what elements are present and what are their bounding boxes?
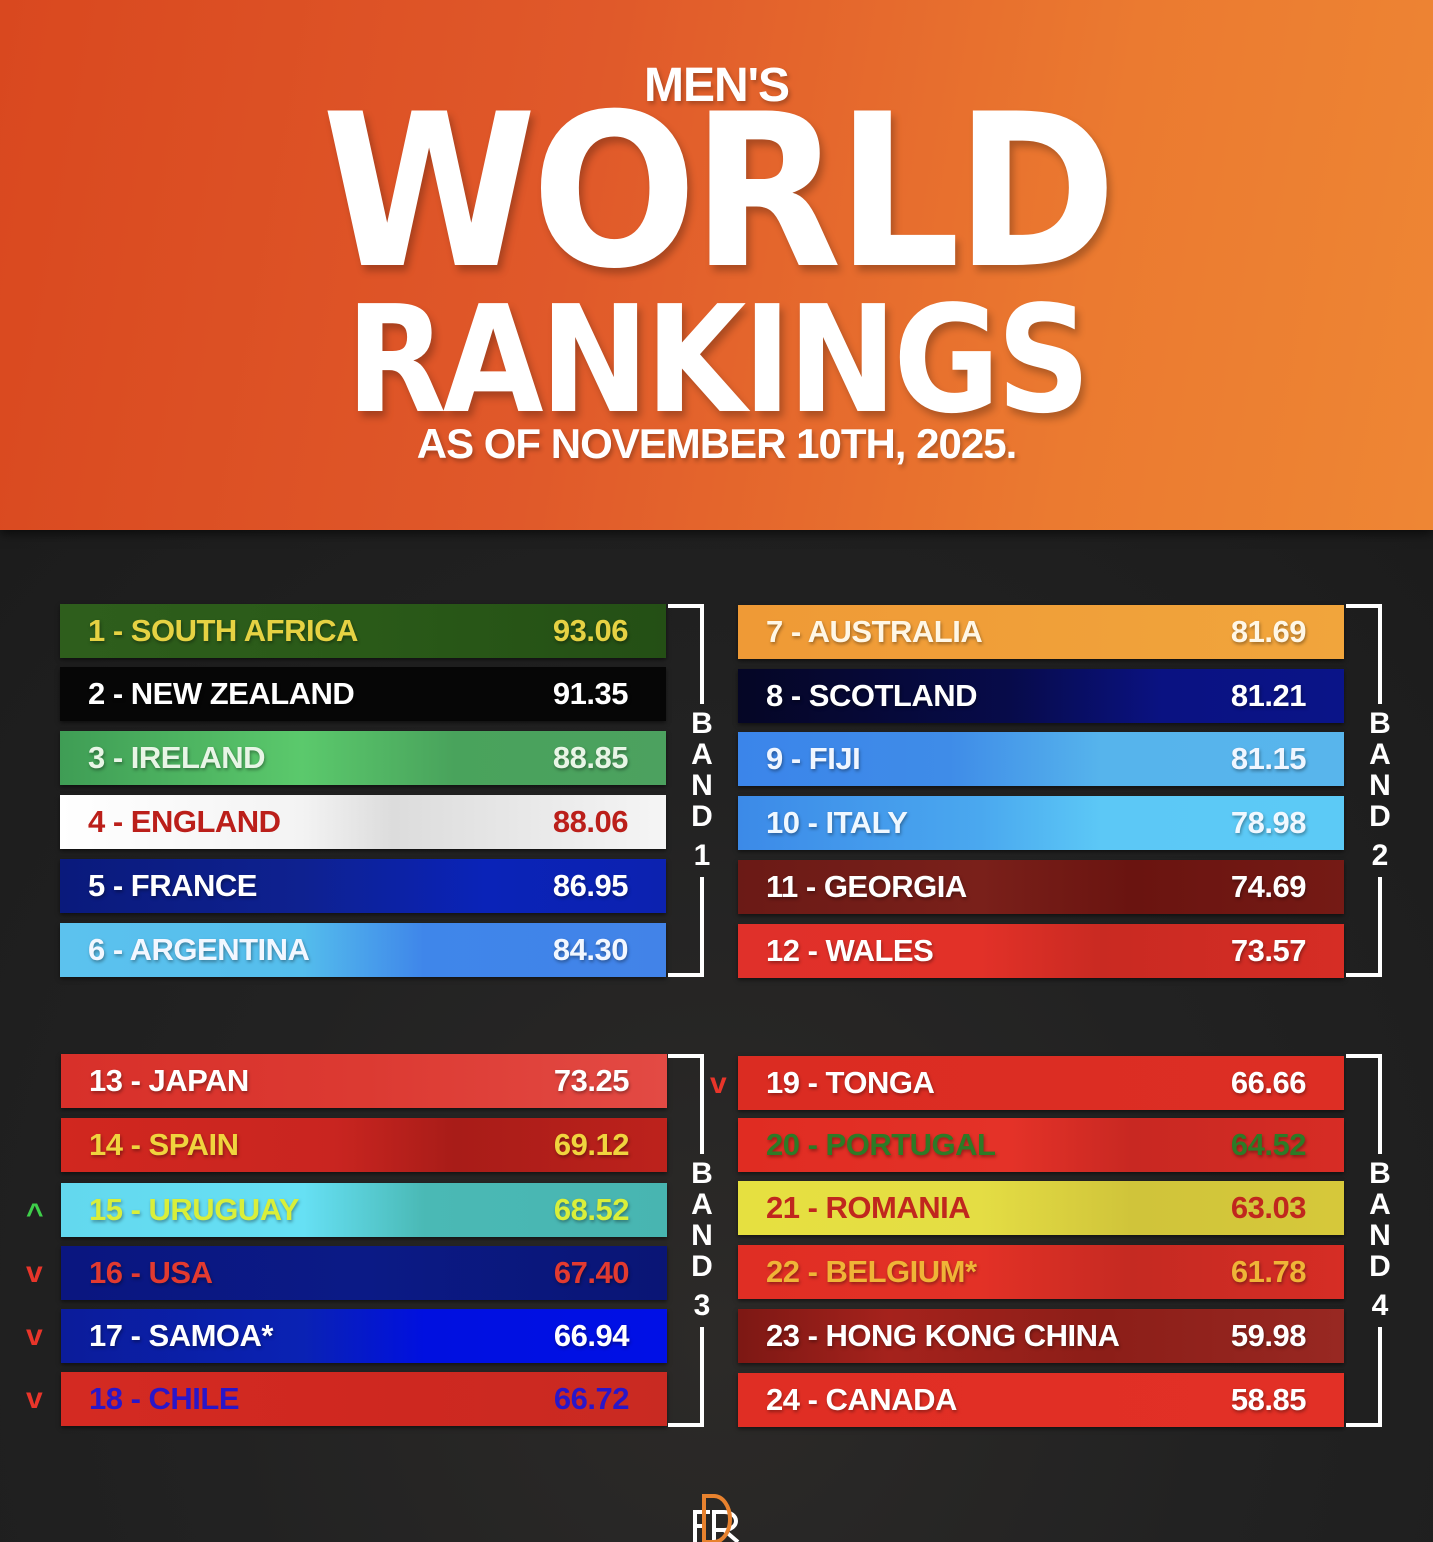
ranking-row: 14 - SPAIN 69.12	[61, 1118, 667, 1172]
ranking-row: 24 - CANADA 58.85	[738, 1373, 1344, 1427]
team-points: 66.72	[553, 1381, 630, 1416]
rank-down-arrow-icon: v	[26, 1319, 43, 1352]
ranking-row: 16 - USA 67.40	[61, 1246, 667, 1300]
ranking-row: 20 - PORTUGAL 64.52	[738, 1118, 1344, 1172]
team-name: 21 - ROMANIA	[766, 1190, 971, 1225]
ranking-row: 15 - URUGUAY 68.52	[61, 1183, 667, 1237]
ranking-row: 5 - FRANCE 86.95	[60, 859, 666, 913]
team-points: 63.03	[1230, 1190, 1307, 1225]
team-name: 12 - WALES	[766, 933, 934, 968]
ranking-row: 6 - ARGENTINA 84.30	[60, 923, 666, 977]
team-name: 6 - ARGENTINA	[88, 932, 310, 967]
ranking-row: 11 - GEORGIA 74.69	[738, 860, 1344, 914]
team-name: 4 - ENGLAND	[88, 804, 281, 839]
kicker-text: MEN'S	[643, 59, 790, 112]
brand-logo-icon	[693, 1494, 740, 1542]
team-points: 88.85	[552, 740, 629, 775]
team-points: 68.52	[553, 1192, 630, 1227]
team-points: 66.94	[553, 1318, 630, 1353]
ranking-row: 10 - ITALY 78.98	[738, 796, 1344, 850]
team-name: 18 - CHILE	[89, 1381, 240, 1416]
ranking-row: 19 - TONGA 66.66	[738, 1056, 1344, 1110]
team-points: 64.52	[1230, 1127, 1307, 1162]
team-points: 78.98	[1230, 805, 1307, 840]
team-points: 59.98	[1230, 1318, 1307, 1353]
team-name: 16 - USA	[89, 1255, 213, 1290]
team-points: 84.30	[552, 932, 629, 967]
team-name: 14 - SPAIN	[89, 1127, 239, 1162]
team-name: 20 - PORTUGAL	[766, 1127, 996, 1162]
team-points: 66.66	[1230, 1065, 1307, 1100]
team-points: 58.85	[1230, 1382, 1307, 1417]
ranking-row: 22 - BELGIUM* 61.78	[738, 1245, 1344, 1299]
team-points: 81.15	[1230, 741, 1307, 776]
team-name: 3 - IRELAND	[88, 740, 266, 775]
team-points: 69.12	[553, 1127, 630, 1162]
rank-down-arrow-icon: v	[710, 1067, 727, 1100]
ranking-row: 13 - JAPAN 73.25	[61, 1054, 667, 1108]
team-name: 11 - GEORGIA	[766, 869, 967, 904]
team-name: 17 - SAMOA*	[89, 1318, 273, 1353]
team-points: 61.78	[1230, 1254, 1307, 1289]
team-points: 67.40	[553, 1255, 630, 1290]
team-name: 8 - SCOTLAND	[766, 678, 978, 713]
team-name: 1 - SOUTH AFRICA	[88, 613, 358, 648]
team-name: 23 - HONG KONG CHINA	[766, 1318, 1120, 1353]
ranking-row: 17 - SAMOA* 66.94	[61, 1309, 667, 1363]
ranking-row: 12 - WALES 73.57	[738, 924, 1344, 978]
rank-down-arrow-icon: v	[26, 1382, 43, 1415]
rank-up-arrow-icon: ^	[26, 1198, 44, 1231]
team-name: 24 - CANADA	[766, 1382, 957, 1417]
team-name: 15 - URUGUAY	[89, 1192, 299, 1227]
team-name: 7 - AUSTRALIA	[766, 614, 983, 649]
ranking-row: 4 - ENGLAND 88.06	[60, 795, 666, 849]
team-points: 81.69	[1230, 614, 1307, 649]
ranking-row: 9 - FIJI 81.15	[738, 732, 1344, 786]
ranking-row: 7 - AUSTRALIA 81.69	[738, 605, 1344, 659]
team-points: 93.06	[552, 613, 629, 648]
ranking-row: 8 - SCOTLAND 81.21	[738, 669, 1344, 723]
team-points: 73.25	[553, 1063, 630, 1098]
ranking-row: 1 - SOUTH AFRICA 93.06	[60, 604, 666, 658]
team-name: 19 - TONGA	[766, 1065, 935, 1100]
ranking-row: 2 - NEW ZEALAND 91.35	[60, 667, 666, 721]
header-banner: MEN'S WORLD RANKINGS AS OF NOVEMBER 10TH…	[0, 0, 1433, 530]
rank-down-arrow-icon: v	[26, 1256, 43, 1289]
ranking-row: 3 - IRELAND 88.85	[60, 731, 666, 785]
team-points: 81.21	[1230, 678, 1307, 713]
date-subtitle: AS OF NOVEMBER 10TH, 2025.	[416, 420, 1018, 467]
team-name: 5 - FRANCE	[88, 868, 257, 903]
team-points: 86.95	[552, 868, 629, 903]
title-line-2: RANKINGS	[345, 274, 1091, 446]
ranking-row: 18 - CHILE 66.72	[61, 1372, 667, 1426]
team-name: 10 - ITALY	[766, 805, 908, 840]
ranking-row: 21 - ROMANIA 63.03	[738, 1181, 1344, 1235]
team-points: 91.35	[552, 676, 629, 711]
team-name: 22 - BELGIUM*	[766, 1254, 977, 1289]
team-name: 13 - JAPAN	[89, 1063, 249, 1098]
team-points: 88.06	[552, 804, 629, 839]
team-points: 74.69	[1230, 869, 1307, 904]
team-name: 9 - FIJI	[766, 741, 861, 776]
team-name: 2 - NEW ZEALAND	[88, 676, 355, 711]
ranking-row: 23 - HONG KONG CHINA 59.98	[738, 1309, 1344, 1363]
title-line-1: WORLD	[321, 68, 1117, 315]
team-points: 73.57	[1230, 933, 1307, 968]
